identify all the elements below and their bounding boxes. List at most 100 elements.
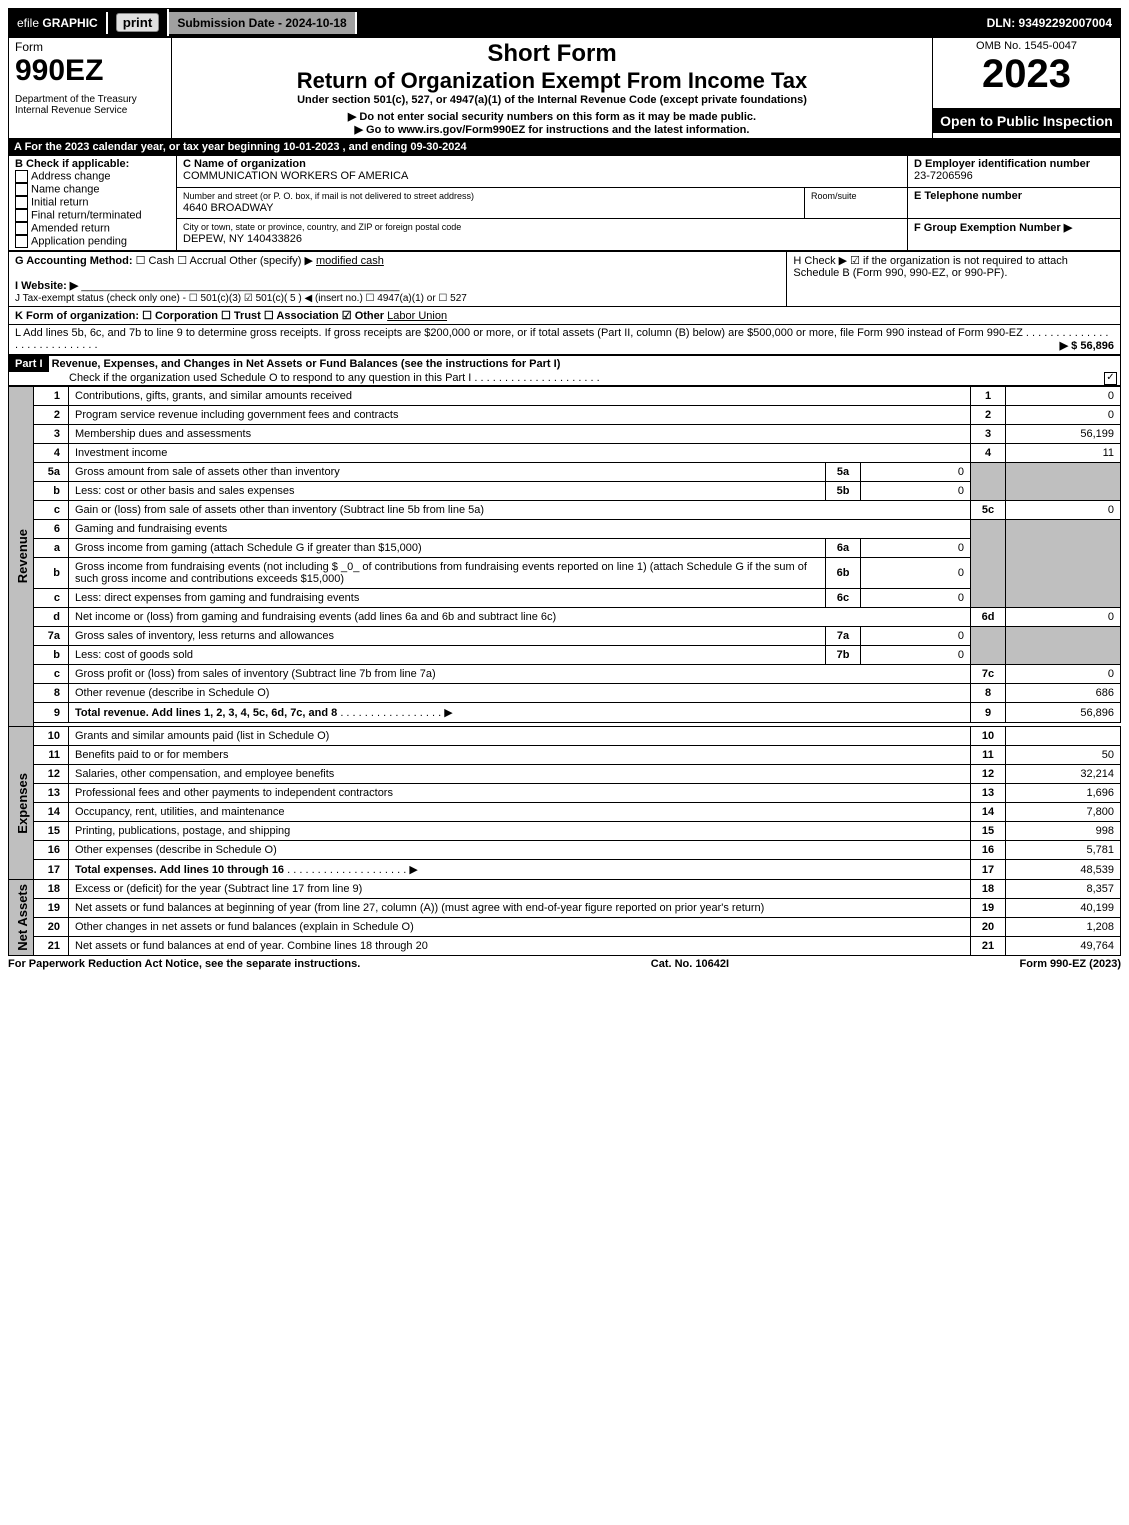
no-ssn-notice: ▶ Do not enter social security numbers o…	[178, 110, 926, 123]
line-8-text: Other revenue (describe in Schedule O)	[69, 684, 971, 703]
line-5c-val: 0	[1006, 501, 1121, 520]
line-19-text: Net assets or fund balances at beginning…	[69, 899, 971, 918]
line-21-text: Net assets or fund balances at end of ye…	[69, 937, 971, 956]
box-b-title: B Check if applicable:	[15, 158, 129, 170]
accounting-method: modified cash	[316, 255, 384, 267]
checkbox-schedule-o[interactable]: ✓	[1104, 372, 1117, 385]
section-a-tax-year: A For the 2023 calendar year, or tax yea…	[8, 139, 1121, 155]
line-18-val: 8,357	[1006, 880, 1121, 899]
line-7a-text: Gross sales of inventory, less returns a…	[69, 627, 826, 646]
title-return: Return of Organization Exempt From Incom…	[178, 68, 926, 94]
part1-header: Part I Revenue, Expenses, and Changes in…	[8, 355, 1121, 386]
line-10-val	[1006, 727, 1121, 746]
line-3-val: 56,199	[1006, 425, 1121, 444]
checkbox-final-return[interactable]	[15, 209, 28, 222]
line-3-text: Membership dues and assessments	[69, 425, 971, 444]
room-suite-label: Room/suite	[811, 191, 857, 201]
goto-link[interactable]: ▶ Go to www.irs.gov/Form990EZ for instru…	[178, 123, 926, 136]
page-footer: For Paperwork Reduction Act Notice, see …	[8, 956, 1121, 972]
line-6a-val: 0	[861, 539, 971, 558]
meta-boxes: B Check if applicable: Address change Na…	[8, 155, 1121, 251]
checkbox-name-change[interactable]	[15, 183, 28, 196]
box-i-label: I Website: ▶	[15, 280, 78, 292]
line-6d-text: Net income or (loss) from gaming and fun…	[69, 608, 971, 627]
line-18-text: Excess or (deficit) for the year (Subtra…	[69, 880, 971, 899]
box-f-label: F Group Exemption Number ▶	[914, 222, 1072, 234]
org-name: COMMUNICATION WORKERS OF AMERICA	[183, 170, 408, 182]
box-g-options: ☐ Cash ☐ Accrual Other (specify) ▶	[136, 255, 313, 267]
line-6d-val: 0	[1006, 608, 1121, 627]
print-cell: print	[108, 9, 170, 36]
part1-check: Check if the organization used Schedule …	[9, 372, 471, 384]
line-7b-val: 0	[861, 646, 971, 665]
box-h-text: H Check ▶ ☑ if the organization is not r…	[793, 255, 1068, 279]
checkbox-initial-return[interactable]	[15, 196, 28, 209]
ein: 23-7206596	[914, 170, 973, 182]
line-7b-text: Less: cost of goods sold	[69, 646, 826, 665]
efile-label: efile GRAPHIC	[9, 12, 108, 34]
line-21-val: 49,764	[1006, 937, 1121, 956]
tax-year: 2023	[939, 52, 1114, 97]
under-section: Under section 501(c), 527, or 4947(a)(1)…	[178, 94, 926, 106]
line-7c-val: 0	[1006, 665, 1121, 684]
part1-label: Part I	[9, 356, 49, 372]
box-l-text: L Add lines 5b, 6c, and 7b to line 9 to …	[15, 327, 1023, 339]
line-9-text: Total revenue. Add lines 1, 2, 3, 4, 5c,…	[75, 707, 337, 719]
footer-right: Form 990-EZ (2023)	[1020, 958, 1121, 970]
box-c-street-label: Number and street (or P. O. box, if mail…	[183, 191, 474, 201]
line-15-text: Printing, publications, postage, and shi…	[69, 822, 971, 841]
lines-table: Revenue 1Contributions, gifts, grants, a…	[8, 386, 1121, 956]
line-13-val: 1,696	[1006, 784, 1121, 803]
box-g-label: G Accounting Method:	[15, 255, 133, 267]
line-19-val: 40,199	[1006, 899, 1121, 918]
open-to-public: Open to Public Inspection	[933, 109, 1120, 133]
line-11-val: 50	[1006, 746, 1121, 765]
line-4-text: Investment income	[69, 444, 971, 463]
line-16-val: 5,781	[1006, 841, 1121, 860]
line-16-text: Other expenses (describe in Schedule O)	[69, 841, 971, 860]
line-5c-text: Gain or (loss) from sale of assets other…	[69, 501, 971, 520]
form-label: Form	[15, 40, 165, 54]
line-5b-text: Less: cost or other basis and sales expe…	[69, 482, 826, 501]
street-address: 4640 BROADWAY	[183, 202, 273, 214]
line-13-text: Professional fees and other payments to …	[69, 784, 971, 803]
box-l-amount: ▶ $ 56,896	[1060, 339, 1114, 352]
line-8-val: 686	[1006, 684, 1121, 703]
meta-boxes-2: G Accounting Method: ☐ Cash ☐ Accrual Ot…	[8, 251, 1121, 355]
dln: DLN: 93492292007004	[979, 12, 1120, 34]
line-20-val: 1,208	[1006, 918, 1121, 937]
checkbox-application-pending[interactable]	[15, 235, 28, 248]
section-revenue: Revenue	[15, 529, 30, 583]
line-7a-val: 0	[861, 627, 971, 646]
footer-mid: Cat. No. 10642I	[651, 958, 729, 970]
line-14-val: 7,800	[1006, 803, 1121, 822]
checkbox-amended-return[interactable]	[15, 222, 28, 235]
box-e-label: E Telephone number	[914, 190, 1022, 202]
box-c-city-label: City or town, state or province, country…	[183, 222, 461, 232]
line-15-val: 998	[1006, 822, 1121, 841]
print-button[interactable]: print	[116, 13, 160, 32]
box-k-label: K Form of organization: ☐ Corporation ☐ …	[15, 310, 384, 322]
line-7c-text: Gross profit or (loss) from sales of inv…	[69, 665, 971, 684]
line-1-val: 0	[1006, 387, 1121, 406]
line-12-text: Salaries, other compensation, and employ…	[69, 765, 971, 784]
line-17-text: Total expenses. Add lines 10 through 16	[75, 864, 284, 876]
line-1-text: Contributions, gifts, grants, and simila…	[69, 387, 971, 406]
checkbox-address-change[interactable]	[15, 170, 28, 183]
omb-no: OMB No. 1545-0047	[939, 40, 1114, 52]
line-6b-val: 0	[861, 558, 971, 589]
line-5a-val: 0	[861, 463, 971, 482]
line-6a-text: Gross income from gaming (attach Schedul…	[69, 539, 826, 558]
line-20-text: Other changes in net assets or fund bala…	[69, 918, 971, 937]
line-10-text: Grants and similar amounts paid (list in…	[69, 727, 971, 746]
box-d-label: D Employer identification number	[914, 158, 1090, 170]
box-c-name-label: C Name of organization	[183, 158, 306, 170]
line-6c-text: Less: direct expenses from gaming and fu…	[69, 589, 826, 608]
title-short-form: Short Form	[178, 40, 926, 68]
footer-left: For Paperwork Reduction Act Notice, see …	[8, 958, 360, 970]
section-net-assets: Net Assets	[15, 884, 30, 951]
line-2-text: Program service revenue including govern…	[69, 406, 971, 425]
city-state-zip: DEPEW, NY 140433826	[183, 233, 302, 245]
top-bar: efile GRAPHIC print Submission Date - 20…	[8, 8, 1121, 37]
line-9-val: 56,896	[1006, 703, 1121, 723]
